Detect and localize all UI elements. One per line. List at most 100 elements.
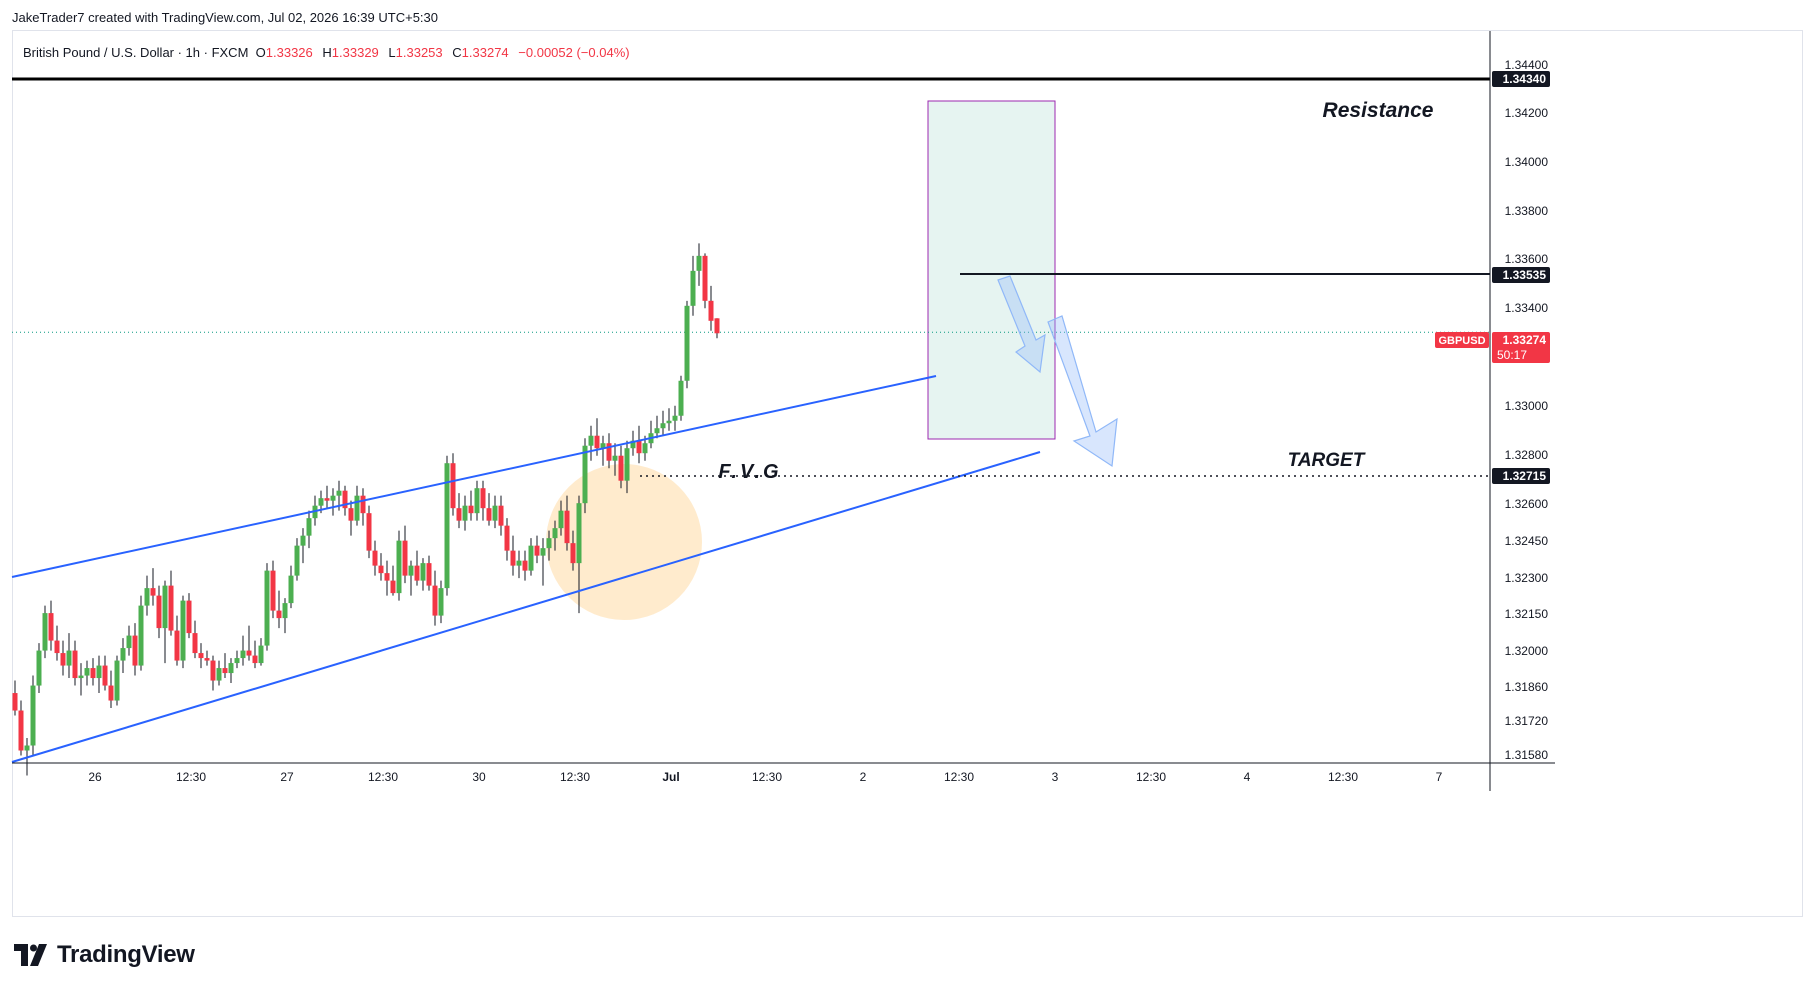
candle [162,580,168,664]
candle [534,535,540,564]
price-tick-label: 1.32150 [1505,607,1549,621]
candle [588,425,594,461]
candle-body [672,415,678,421]
candle [522,550,528,581]
candle-body [486,508,492,521]
candle-body [588,435,594,446]
candle-body [702,255,708,301]
candle [366,505,372,559]
candle-body [246,650,252,656]
candle [492,495,498,529]
candle [330,488,336,516]
chart-credit: JakeTrader7 created with TradingView.com… [12,10,438,25]
candle-body [342,490,348,509]
candle-body [582,445,588,504]
candle [516,550,522,579]
candle [180,595,186,669]
legend-symbol: British Pound / U.S. Dollar · 1h · FXCM [23,45,249,60]
price-tick-label: 1.33400 [1505,301,1549,315]
candle-body [54,640,60,654]
candle [84,660,90,686]
candle-body [168,585,174,631]
tradingview-logo[interactable]: TradingView [14,941,195,969]
candle-body [240,650,246,659]
candle [528,538,534,576]
candle [426,555,432,591]
candle [360,488,366,526]
candle-body [354,495,360,521]
legend-high-label: H [322,45,332,60]
candle [138,595,144,671]
candle-body [366,513,372,551]
candle-body [564,510,570,544]
candle [348,500,354,536]
candle-body [186,600,192,634]
candle-body [462,505,468,521]
candle [444,455,450,596]
candle-body [162,585,168,629]
candle-body [378,565,384,574]
candle-body [198,653,204,659]
candle [450,453,456,516]
annotations-front-layer: Resistance TARGET F.V.G [11,77,1490,763]
candle-body [474,488,480,514]
candle-body [444,463,450,589]
candle [390,565,396,596]
price-tick-label: 1.34000 [1505,155,1549,169]
candle-body [282,603,288,619]
candle [600,435,606,466]
candle [102,655,108,691]
candle-body [258,645,264,664]
candle-body [492,505,498,521]
candle [324,485,330,509]
candle-body [84,668,90,676]
candle [198,643,204,669]
candle [486,493,492,526]
candle-body [138,605,144,666]
candle [582,438,588,514]
candle [228,658,234,684]
time-tick-label: Jul [662,770,679,784]
candle [474,480,480,521]
candle-body [714,318,720,334]
candle [648,420,654,449]
candle [252,640,258,669]
price-tick-label: 1.33600 [1505,252,1549,266]
candle-body [408,565,414,576]
time-tick-label: 3 [1052,770,1059,784]
resistance-price-badge-bg [1492,71,1550,87]
candle-body [288,575,294,604]
price-tick-label: 1.32300 [1505,571,1549,585]
candle [702,253,708,309]
price-tick-label: 1.31720 [1505,714,1549,728]
candle-body [78,675,84,679]
candle-body [696,255,702,271]
candle-body [90,668,96,679]
resistance-price-badge-text: 1.34340 [1503,72,1547,86]
candle-body [228,663,234,674]
candle [384,560,390,596]
price-tick-label: 1.33000 [1505,399,1549,413]
candle [456,493,462,529]
candle [408,560,414,596]
candle [216,660,222,686]
candle [258,638,264,666]
candle [192,620,198,659]
candle-body [96,665,102,679]
candle-body [210,660,216,681]
candle [282,598,288,634]
candle [354,485,360,526]
candle-body [336,490,342,496]
candle [174,615,180,666]
candle-body [324,498,330,501]
candle [690,255,696,316]
candle-body [510,550,516,566]
candle [402,525,408,584]
candle-body [102,665,108,686]
candle-body [450,463,456,509]
candle [72,640,78,686]
candle [42,605,48,659]
candle [630,430,636,456]
target-price-badge-text: 1.32715 [1503,469,1547,483]
